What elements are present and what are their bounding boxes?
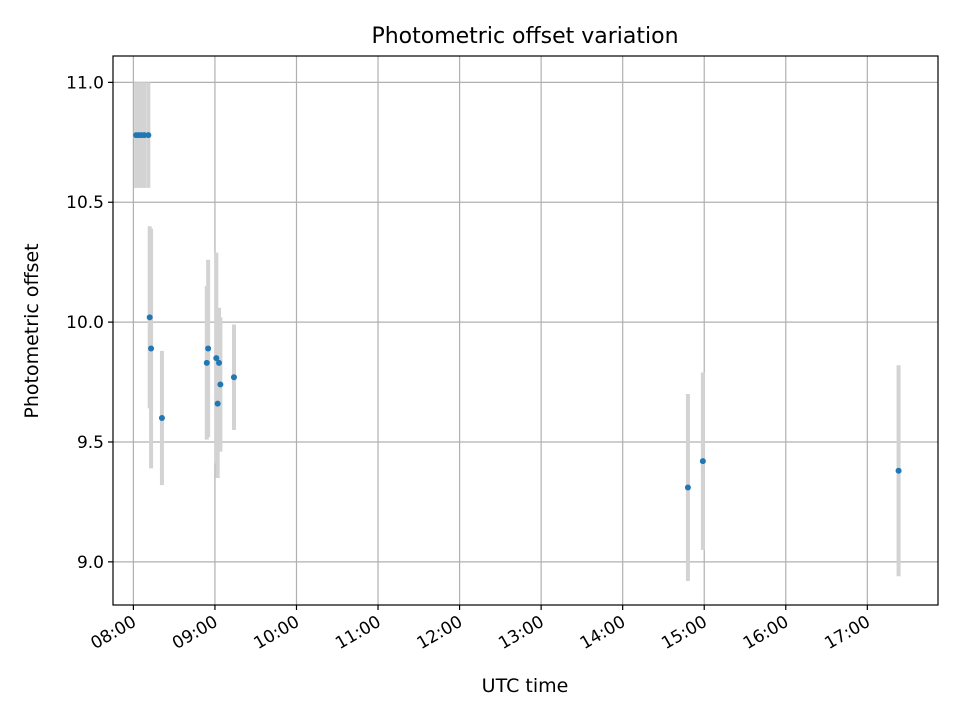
y-tick-label: 10.5 [66, 193, 104, 213]
plot-area-frame [112, 55, 939, 606]
y-tick-label: 11.0 [66, 73, 104, 93]
data-point [895, 467, 902, 474]
grid-lines [113, 56, 938, 605]
data-point [146, 314, 153, 321]
y-tick-label: 10.0 [66, 313, 104, 333]
data-point [213, 355, 220, 362]
data-point [148, 345, 155, 352]
data-point [230, 374, 237, 381]
chart-title: Photometric offset variation [371, 24, 678, 49]
data-point [145, 132, 152, 139]
y-axis-label: Photometric offset [21, 243, 43, 418]
data-point [214, 400, 221, 407]
data-point [684, 484, 691, 491]
data-point [216, 359, 223, 366]
data-point [203, 359, 210, 366]
data-point [205, 345, 212, 352]
data-point [699, 458, 706, 465]
y-tick-label: 9.5 [77, 433, 104, 453]
data-point [158, 415, 165, 422]
y-tick-label: 9.0 [77, 553, 104, 573]
x-axis-label: UTC time [482, 675, 569, 697]
data-points [133, 132, 902, 491]
data-point [217, 381, 224, 388]
